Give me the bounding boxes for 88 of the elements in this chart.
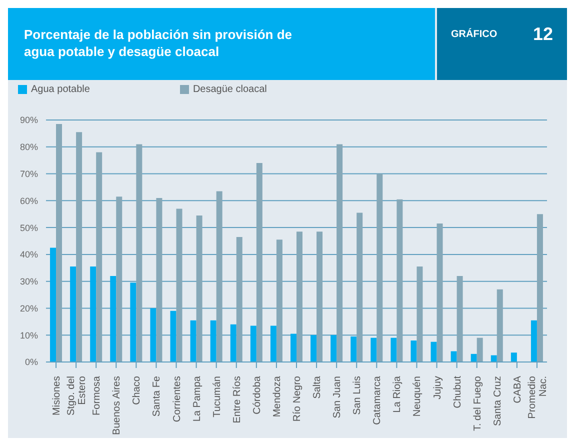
y-tick-label: 0% (24, 357, 38, 368)
x-tick-label: Formosa (92, 376, 103, 416)
y-tick-label: 30% (20, 276, 38, 287)
bar (216, 191, 222, 362)
bar (396, 199, 403, 362)
bar (390, 338, 397, 362)
bar (450, 351, 457, 362)
bar (116, 196, 122, 362)
x-tick-label: Entre Ríos (232, 376, 243, 424)
bar (250, 326, 256, 362)
bar (130, 282, 136, 362)
text: 12 (532, 24, 553, 45)
bar (150, 308, 156, 362)
x-tick-label: Misiones (52, 376, 63, 416)
text: GRÁFICO (451, 29, 498, 40)
bar (136, 144, 142, 362)
bar (210, 320, 216, 362)
x-tick-label: San Luis (352, 376, 364, 415)
bar (96, 152, 102, 362)
x-tick-label: Chubut (452, 376, 464, 408)
x-tick-label: La Pampa (192, 376, 203, 422)
bar (290, 334, 296, 362)
bar (76, 132, 82, 362)
bar (56, 124, 62, 362)
y-tick-label: 40% (20, 250, 38, 260)
bar (456, 276, 463, 362)
bar (330, 335, 337, 362)
bar (276, 240, 282, 362)
bar (256, 163, 262, 362)
bar (156, 198, 162, 362)
x-tick-label: Santa Cruz (492, 376, 504, 426)
bar (316, 232, 323, 362)
y-tick-label: 80% (20, 142, 38, 152)
y-tick-label: 20% (20, 303, 38, 314)
x-tick-label: Córdoba (252, 376, 263, 414)
x-tick-label: T. del Fuego (472, 376, 484, 432)
x-tick-label: Mendoza (272, 376, 283, 418)
bar (530, 320, 537, 362)
bar (176, 208, 182, 362)
y-tick-label: 60% (20, 196, 38, 206)
x-tick-label: La Rioja (392, 376, 404, 413)
y-tick-label: 90% (20, 115, 38, 126)
bar (430, 342, 437, 362)
legend-label: Desagüe cloacal (192, 84, 267, 95)
x-tick-label: Salta (312, 376, 324, 399)
bar (236, 236, 242, 362)
bar (110, 276, 116, 362)
x-tick-label: Neuquén (412, 376, 424, 417)
bar (536, 214, 543, 362)
bar (170, 310, 176, 362)
chart-title: Porcentaje de la población sin provisión de agua potable y desagüe cloacal (24, 26, 294, 60)
bar (270, 326, 276, 362)
bar (50, 248, 56, 362)
bar (510, 352, 517, 362)
bar (296, 232, 302, 362)
x-tick-label: San Juan (332, 376, 344, 418)
y-tick-label: 10% (20, 330, 38, 340)
bar (356, 212, 363, 362)
y-tick-label: 50% (20, 222, 38, 233)
bar (230, 324, 236, 362)
bar (436, 224, 443, 362)
x-tick-label: Jujuy (432, 376, 444, 400)
x-tick-label: Buenos Aires (112, 376, 123, 435)
bar (370, 338, 377, 362)
x-tick-label: Stgo. del Estero (66, 376, 88, 416)
bar (190, 320, 196, 362)
bar (70, 266, 76, 362)
bar (410, 340, 417, 362)
bar (310, 335, 317, 362)
bar (196, 215, 202, 362)
bar (476, 338, 483, 362)
legend-label: Agua potable (31, 84, 90, 95)
x-tick-label: Río Negro (292, 376, 303, 422)
x-tick-label: Corrientes (172, 376, 183, 422)
bar (470, 354, 477, 362)
x-tick-label: Santa Fe (152, 376, 163, 417)
bar (376, 174, 383, 362)
x-tick-label: Promedio Nac. (526, 376, 549, 419)
bar (336, 144, 343, 362)
x-tick-label: Catamarca (372, 376, 384, 425)
bar (416, 266, 423, 362)
bar (90, 266, 96, 362)
x-tick-label: Chaco (132, 376, 143, 405)
y-tick-label: 70% (20, 168, 38, 179)
x-tick-label: Tucumán (212, 376, 223, 418)
x-tick-label: CABA (512, 376, 524, 404)
bar (496, 289, 503, 362)
bar (350, 336, 357, 362)
